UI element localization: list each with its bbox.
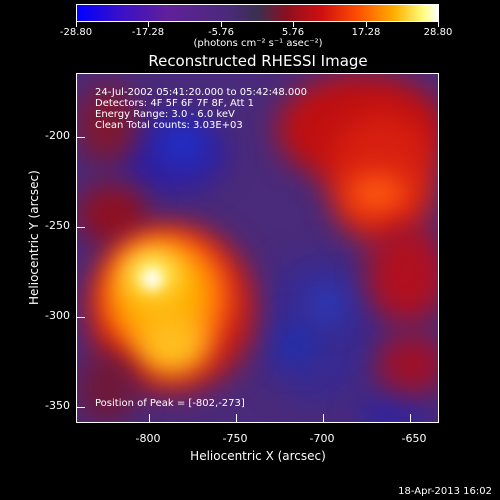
colorbar-tick [366, 22, 367, 27]
y-tick [77, 137, 85, 138]
colorbar-tick [293, 22, 294, 27]
info-energy-range: Energy Range: 3.0 - 6.0 keV [95, 109, 235, 120]
y-tick [77, 317, 85, 318]
image-blob [77, 84, 137, 164]
y-tick [77, 407, 85, 408]
x-tick [149, 414, 150, 422]
plot-title: Reconstructed RHESSI Image [148, 52, 368, 70]
colorbar [76, 4, 439, 22]
colorbar-tick-label: 28.80 [423, 27, 453, 38]
y-tick-label: -250 [45, 219, 70, 232]
colorbar-tick-label: -28.80 [59, 27, 93, 38]
info-detectors: Detectors: 4F 5F 6F 7F 8F, Att 1 [95, 98, 255, 109]
info-time-range: 24-Jul-2002 05:41:20.000 to 05:42:48.000 [95, 87, 307, 98]
image-blob [367, 224, 438, 324]
x-axis-label: Heliocentric X (arcsec) [190, 449, 326, 463]
rhessi-image: 24-Jul-2002 05:41:20.000 to 05:42:48.000… [76, 73, 439, 423]
colorbar-tick [76, 22, 77, 27]
y-axis-label: Heliocentric Y (arcsec) [27, 170, 41, 305]
y-tick [77, 227, 85, 228]
image-blob [257, 254, 377, 404]
image-peak [142, 269, 162, 289]
colorbar-tick-label: -5.76 [208, 27, 234, 38]
y-tick-label: -300 [45, 309, 70, 322]
colorbar-tick [438, 22, 439, 27]
x-tick [236, 414, 237, 422]
image-blob [377, 334, 438, 394]
info-clean-counts: Clean Total counts: 3.03E+03 [95, 120, 243, 131]
image-blob [307, 284, 347, 324]
colorbar-tick [148, 22, 149, 27]
x-tick [323, 414, 324, 422]
image-blob [357, 394, 427, 422]
image-blob [77, 354, 137, 422]
generation-timestamp: 18-Apr-2013 16:02 [398, 486, 492, 497]
x-tick-label: -750 [222, 432, 248, 445]
colorbar-tick-label: -17.28 [131, 27, 165, 38]
x-tick-label: -800 [135, 432, 161, 445]
x-tick-label: -650 [401, 432, 427, 445]
y-tick-label: -200 [45, 129, 70, 142]
image-blob [137, 314, 207, 374]
image-blob [347, 174, 407, 214]
x-tick-label: -700 [309, 432, 335, 445]
colorbar-tick [221, 22, 222, 27]
x-tick [410, 414, 411, 422]
y-tick-label: -350 [45, 399, 70, 412]
image-blob [157, 124, 207, 164]
colorbar-unit-label: (photons cm⁻² s⁻¹ asec⁻²) [193, 38, 323, 49]
colorbar-tick-label: 17.28 [351, 27, 381, 38]
colorbar-tick-label: 5.76 [281, 27, 305, 38]
image-blob [277, 324, 317, 364]
peak-position-label: Position of Peak = [-802,-273] [95, 398, 245, 409]
